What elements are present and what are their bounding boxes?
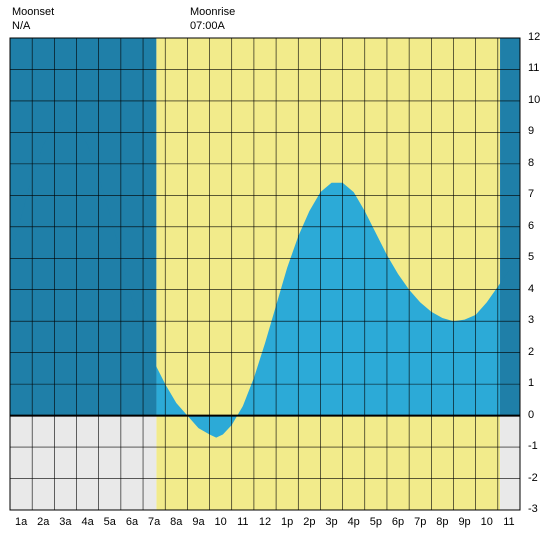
x-tick-label: 4p	[348, 516, 360, 528]
x-tick-label: 11	[503, 516, 514, 528]
header-value: 07:00A	[190, 20, 235, 34]
x-tick-label: 2p	[303, 516, 315, 528]
header-value: N/A	[12, 20, 54, 34]
y-tick-label: -3	[528, 503, 538, 515]
x-tick-label: 5a	[104, 516, 116, 528]
x-tick-label: 10	[481, 516, 493, 528]
y-tick-label: 8	[528, 157, 534, 169]
header-title: Moonrise	[190, 6, 235, 20]
x-tick-label: 5p	[370, 516, 382, 528]
x-tick-label: 8a	[170, 516, 182, 528]
tide-chart: MoonsetN/AMoonrise07:00A-3-2-10123456789…	[0, 0, 550, 550]
y-tick-label: 12	[528, 31, 540, 43]
y-tick-label: 9	[528, 125, 534, 137]
x-tick-label: 12	[259, 516, 271, 528]
x-tick-label: 9p	[458, 516, 470, 528]
y-tick-label: 1	[528, 377, 534, 389]
x-tick-label: 4a	[81, 516, 93, 528]
x-tick-label: 9a	[192, 516, 204, 528]
header-title: Moonset	[12, 6, 54, 20]
x-tick-label: 1a	[15, 516, 27, 528]
y-tick-label: 5	[528, 251, 534, 263]
x-tick-label: 11	[237, 516, 248, 528]
moonset-label: MoonsetN/A	[12, 6, 54, 34]
y-tick-label: 4	[528, 283, 534, 295]
y-tick-label: 6	[528, 220, 534, 232]
x-tick-label: 8p	[436, 516, 448, 528]
x-tick-label: 6a	[126, 516, 138, 528]
y-tick-label: 2	[528, 346, 534, 358]
y-tick-label: 7	[528, 188, 534, 200]
y-tick-label: 3	[528, 314, 534, 326]
y-tick-label: 11	[528, 62, 539, 74]
x-tick-label: 3p	[325, 516, 337, 528]
y-tick-label: 0	[528, 409, 534, 421]
x-tick-label: 6p	[392, 516, 404, 528]
x-tick-label: 2a	[37, 516, 49, 528]
x-tick-label: 7a	[148, 516, 160, 528]
y-tick-label: -2	[528, 472, 538, 484]
y-tick-label: 10	[528, 94, 540, 106]
x-tick-label: 10	[215, 516, 227, 528]
x-tick-label: 3a	[59, 516, 71, 528]
y-tick-label: -1	[528, 440, 538, 452]
chart-canvas	[0, 0, 550, 550]
x-tick-label: 7p	[414, 516, 426, 528]
x-tick-label: 1p	[281, 516, 293, 528]
moonrise-label: Moonrise07:00A	[190, 6, 235, 34]
